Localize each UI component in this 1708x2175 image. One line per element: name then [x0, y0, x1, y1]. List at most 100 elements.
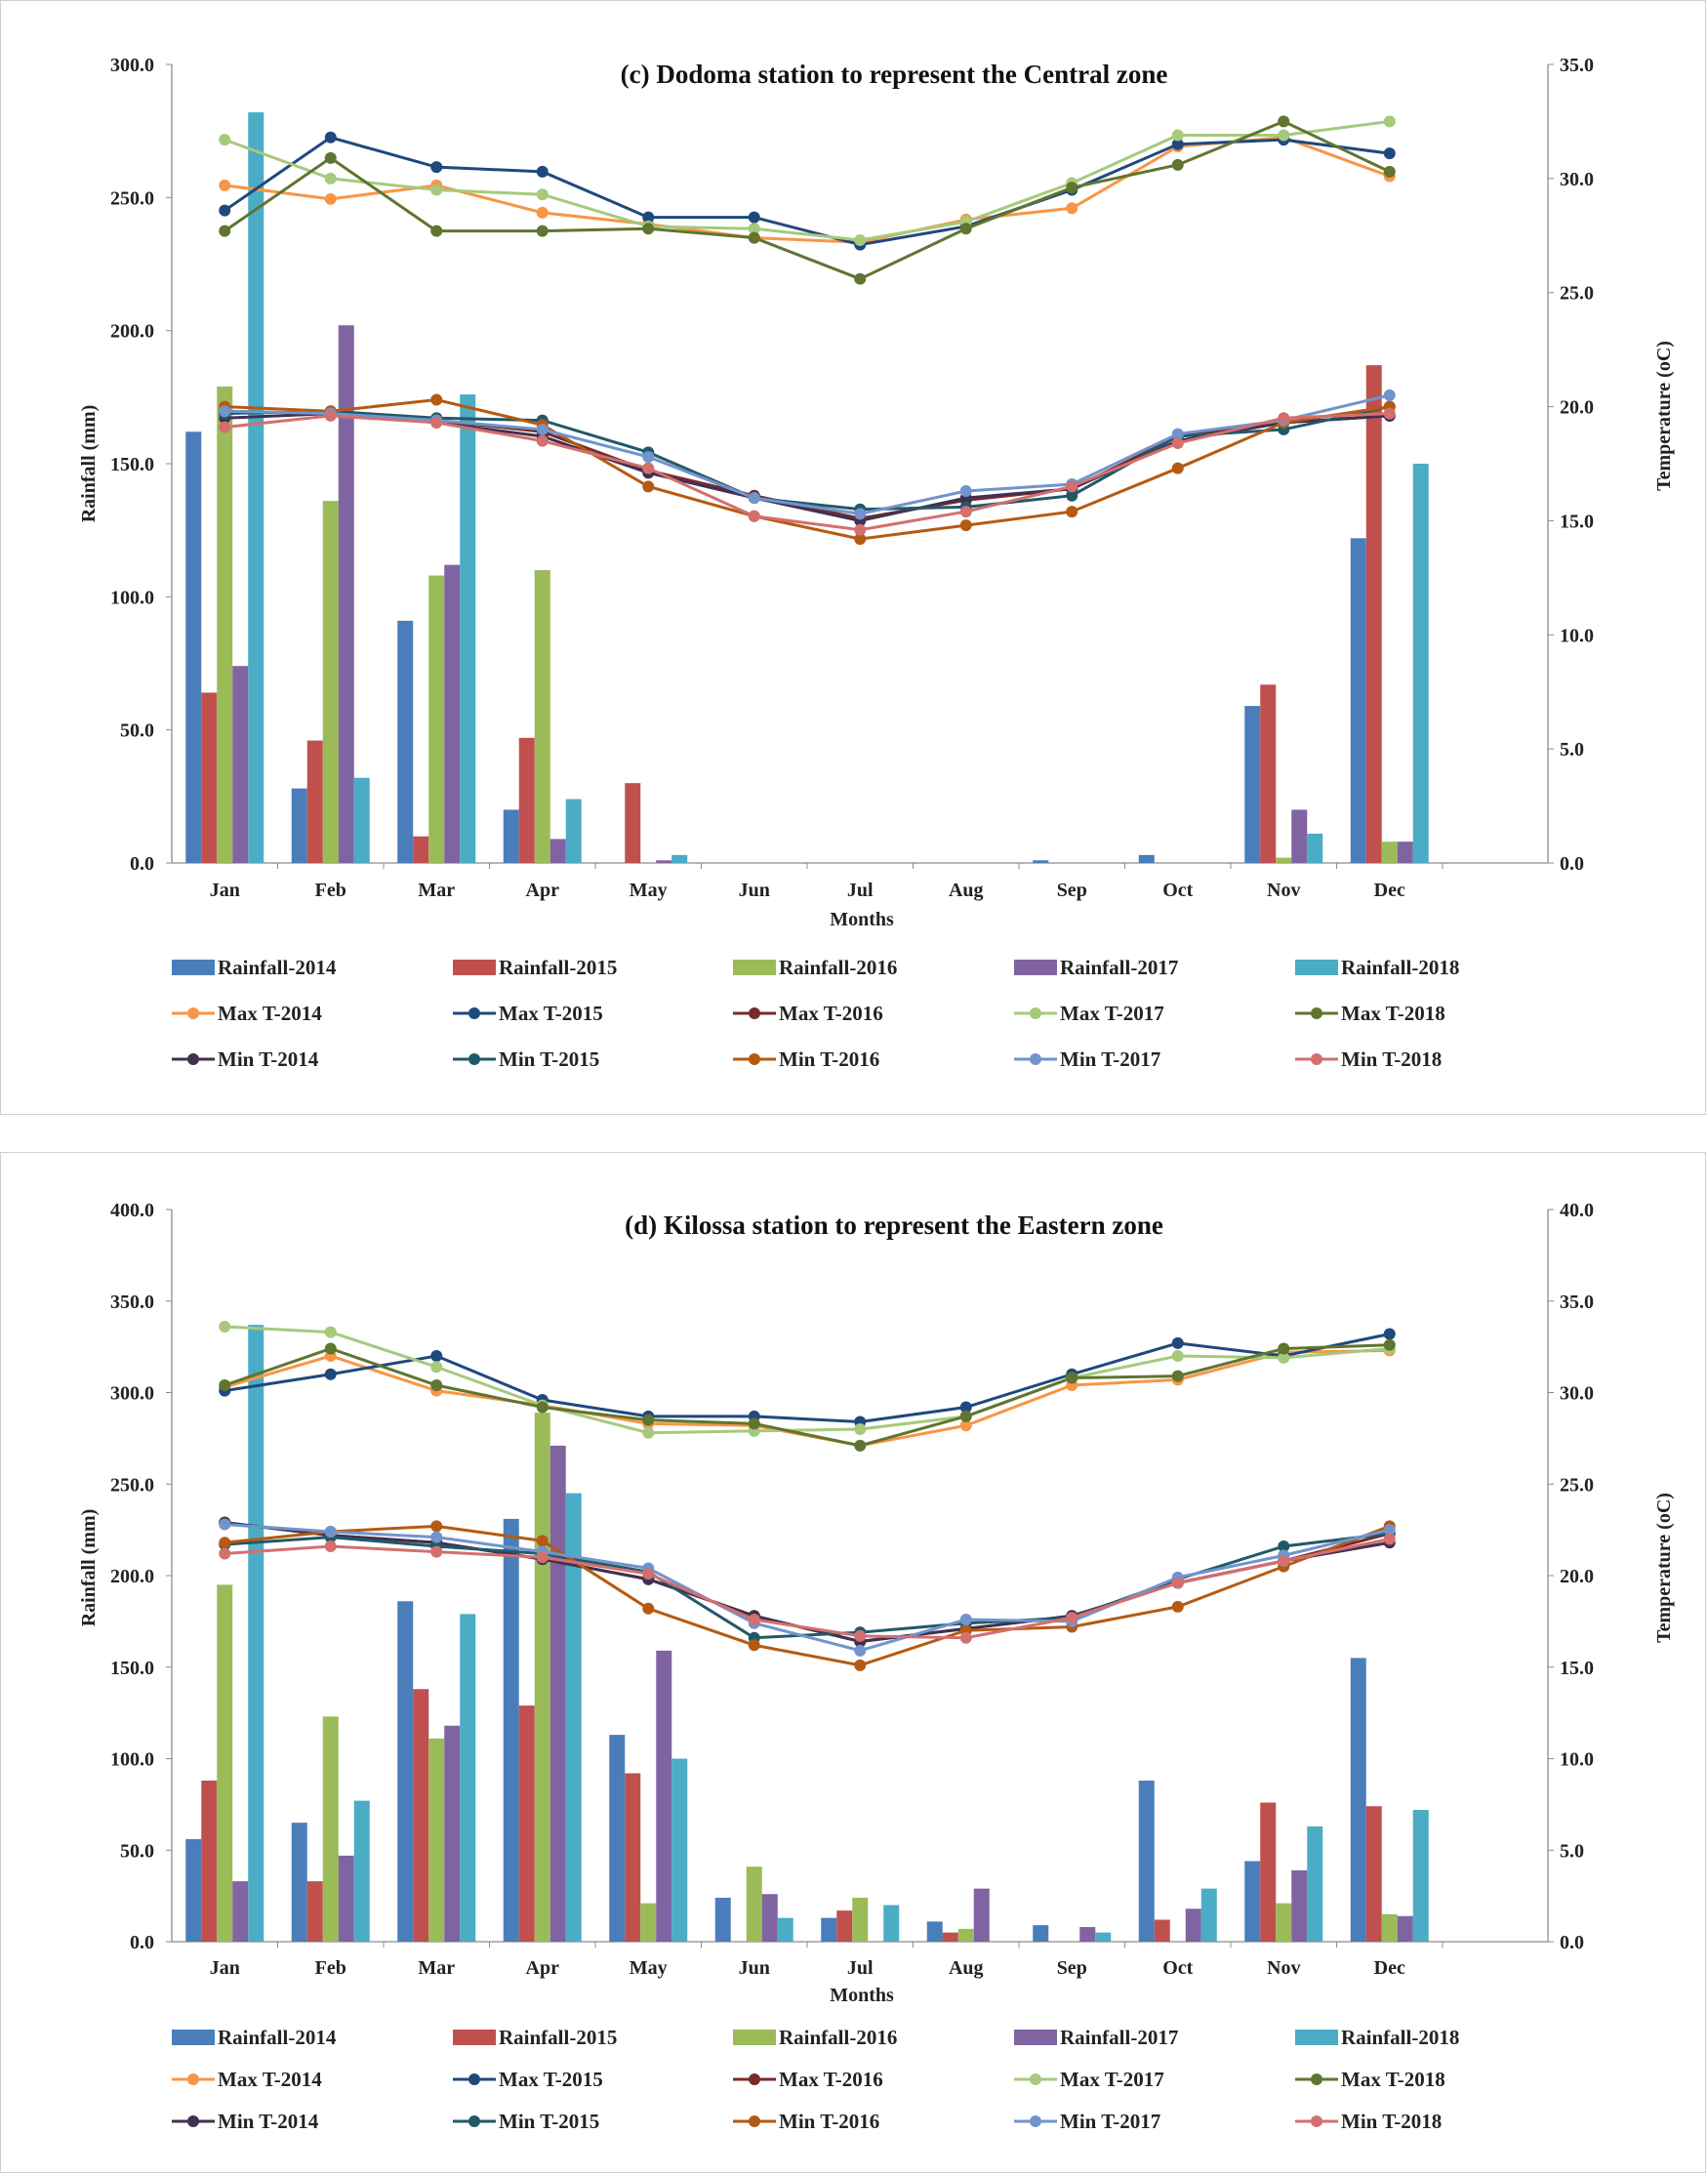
legend-marker	[749, 1007, 760, 1019]
y-tick-label: 300.0	[110, 1383, 154, 1405]
y2-tick-label: 35.0	[1560, 1292, 1594, 1313]
legend-item: Max T-2014	[172, 1002, 322, 1025]
chart-title: (d) Kilossa station to represent the Eas…	[625, 1211, 1163, 1240]
y2-axis-label: Temperature (oC)	[1653, 1493, 1675, 1643]
bar	[518, 737, 535, 863]
line-series-mint-2017	[219, 389, 1396, 520]
series-line	[224, 1343, 1390, 1448]
legend-item: Min T-2014	[172, 1047, 319, 1071]
data-point	[642, 1568, 655, 1580]
data-point	[536, 225, 549, 237]
legend-item: Max T-2015	[453, 1002, 603, 1025]
bar	[322, 1716, 339, 1942]
data-point	[1066, 202, 1078, 215]
bar	[671, 1758, 688, 1942]
bar	[1397, 841, 1413, 863]
data-point	[219, 1379, 231, 1391]
legend-item: Rainfall-2015	[453, 956, 617, 979]
bar	[428, 575, 445, 863]
series-line	[224, 1538, 1391, 1640]
bar	[201, 1781, 218, 1942]
data-point	[1066, 480, 1078, 493]
data-point	[854, 1659, 867, 1671]
line-series-maxt-2017	[219, 115, 1396, 246]
legend-label: Max T-2018	[1341, 2068, 1445, 2091]
data-point	[748, 492, 760, 505]
x-tick-label: Feb	[315, 1957, 346, 1979]
legend-marker	[468, 1007, 480, 1019]
bar	[503, 1518, 519, 1942]
data-point	[1066, 489, 1078, 502]
legend-label: Rainfall-2017	[1060, 2026, 1178, 2049]
bar	[518, 1705, 535, 1942]
data-point	[1171, 138, 1184, 150]
data-point	[430, 1350, 443, 1362]
legend-item: Min T-2018	[1295, 1047, 1442, 1071]
bar	[1307, 1826, 1323, 1942]
x-tick-label: Aug	[949, 880, 984, 901]
legend-label: Min T-2017	[1060, 2110, 1160, 2133]
data-point	[748, 1417, 760, 1430]
legend-item: Max T-2017	[1014, 1002, 1164, 1025]
data-point	[1278, 1342, 1290, 1355]
legend: Rainfall-2014 Rainfall-2015 Rainfall-2016 R…	[172, 956, 1459, 1071]
y-tick-label: 200.0	[110, 321, 154, 343]
y2-tick-label: 10.0	[1560, 1749, 1594, 1771]
data-point	[219, 179, 231, 191]
legend-marker	[1030, 1053, 1041, 1065]
bar	[1412, 464, 1429, 863]
legend-marker	[468, 1053, 480, 1065]
legend-label: Min T-2014	[218, 1047, 319, 1071]
bar	[534, 570, 550, 863]
bar	[428, 1738, 445, 1942]
data-point	[854, 272, 867, 285]
data-point	[1171, 129, 1184, 142]
legend-label: Max T-2015	[499, 1002, 603, 1025]
data-point	[1066, 506, 1078, 518]
x-tick-label: Aug	[949, 1957, 984, 1979]
legend-swatch	[1014, 960, 1057, 975]
x-tick-label: Jul	[847, 1957, 874, 1979]
data-point	[430, 1531, 443, 1543]
data-point	[854, 533, 867, 546]
y-tick-label: 150.0	[110, 1658, 154, 1679]
data-point	[748, 211, 760, 224]
bar	[413, 1689, 429, 1942]
legend-label: Max T-2014	[218, 1002, 322, 1025]
data-point	[1171, 1336, 1184, 1349]
x-tick-label: Jun	[739, 1957, 770, 1979]
legend-item: Rainfall-2017	[1014, 2026, 1178, 2049]
data-point	[1171, 158, 1184, 171]
line-series-mint-2018	[219, 407, 1396, 536]
data-point	[324, 131, 337, 144]
data-point	[748, 1639, 760, 1652]
x-tick-label: Nov	[1267, 1957, 1300, 1979]
bar	[503, 809, 519, 863]
data-point	[642, 223, 655, 235]
bar	[836, 1910, 853, 1942]
bar	[1291, 809, 1308, 863]
bar-series-rainfall-2016	[217, 1413, 1398, 1942]
bar	[1260, 684, 1277, 863]
data-point	[642, 1602, 655, 1615]
line-series-maxt-2018	[219, 1338, 1396, 1452]
bar	[609, 1735, 626, 1942]
y2-tick-label: 5.0	[1560, 1840, 1584, 1862]
series-line	[224, 412, 1390, 532]
bar	[1381, 841, 1398, 863]
data-point	[854, 1423, 867, 1435]
x-tick-label: Jan	[210, 1957, 240, 1979]
legend: Rainfall-2014 Rainfall-2015 Rainfall-2016 R…	[172, 2026, 1459, 2133]
x-tick-label: Jun	[739, 880, 770, 901]
series-line	[224, 1325, 1390, 1435]
legend-marker	[749, 2115, 760, 2127]
legend-label: Min T-2014	[218, 2110, 319, 2133]
bar	[1260, 1802, 1277, 1942]
bar	[973, 1888, 990, 1942]
legend-item: Min T-2017	[1014, 1047, 1160, 1071]
series-line	[224, 136, 1390, 247]
data-point	[854, 1644, 867, 1657]
legend-marker	[468, 2115, 480, 2127]
legend-label: Max T-2016	[779, 1002, 883, 1025]
legend-marker	[187, 2073, 199, 2085]
